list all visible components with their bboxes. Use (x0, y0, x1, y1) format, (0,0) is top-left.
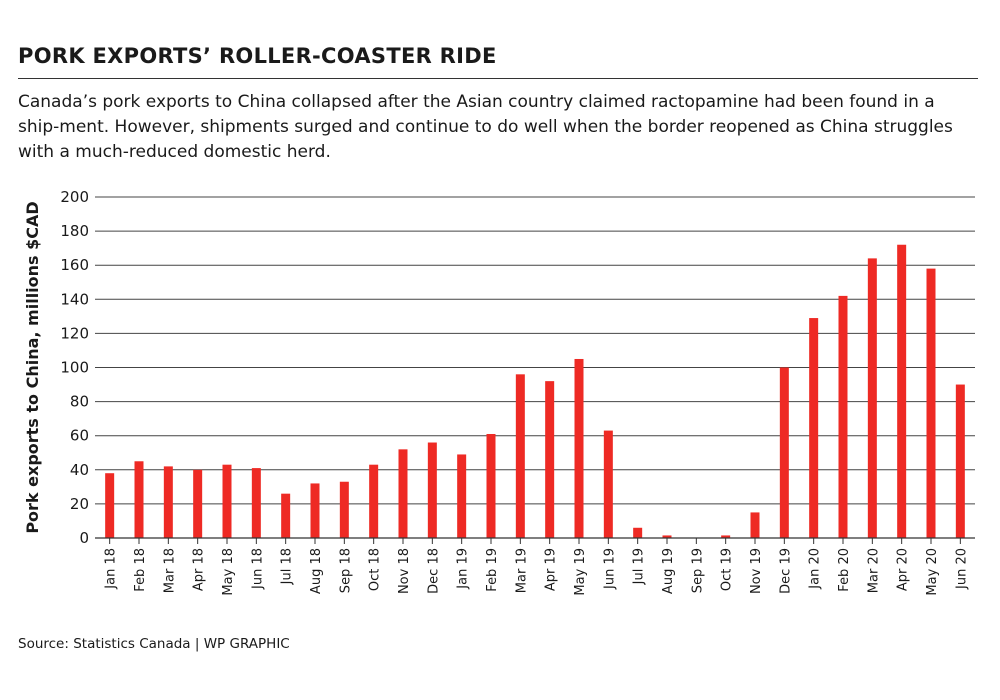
x-tick-label: Apr 18 (192, 548, 207, 591)
y-tick-label: 20 (70, 495, 89, 513)
chart-subtitle: Canada’s pork exports to China collapsed… (18, 92, 953, 162)
x-tick-label: Sep 18 (338, 548, 353, 593)
x-tick-label: Feb 19 (485, 548, 500, 592)
y-tick-label: 120 (60, 324, 89, 342)
chart-title: PORK EXPORTS’ ROLLER-COASTER RIDE (18, 44, 497, 68)
bar (427, 442, 437, 538)
x-tick-label: Jun 19 (602, 548, 617, 590)
title-divider (18, 78, 978, 79)
bar (721, 535, 731, 538)
bar (926, 268, 936, 538)
x-tick-label: Mar 19 (514, 548, 529, 593)
bar (457, 454, 467, 538)
bar (369, 464, 379, 538)
y-tick-label: 100 (60, 359, 89, 377)
x-tick-label: Feb 18 (133, 548, 148, 592)
x-tick-label: Apr 19 (544, 548, 559, 591)
bar (662, 535, 672, 538)
x-tick-label: May 18 (221, 548, 236, 596)
bar (222, 464, 232, 538)
bar (515, 374, 525, 538)
x-tick-label: May 19 (573, 548, 588, 596)
y-axis-label: Pork exports to China, millions $CAD (23, 201, 42, 533)
x-tick-label: Dec 18 (426, 548, 441, 594)
bar (897, 244, 907, 539)
bar (163, 466, 173, 538)
bar (105, 473, 115, 538)
x-axis-ticks: Jan 18 Feb 18 Mar 18 Apr 18 May 18 Jun 18 Jul … (104, 538, 969, 596)
x-tick-label: Sep 19 (690, 548, 705, 593)
bar (486, 433, 496, 538)
bar (633, 527, 643, 538)
x-tick-label: Aug 19 (661, 548, 676, 594)
x-tick-label: Dec 19 (778, 548, 793, 594)
y-tick-label: 160 (60, 256, 89, 274)
x-tick-label: Feb 20 (837, 548, 852, 592)
bars (105, 244, 965, 539)
bar (281, 493, 291, 538)
bar (193, 469, 203, 538)
x-tick-label: Jan 20 (808, 548, 823, 590)
x-tick-label: Aug 18 (309, 548, 324, 594)
bar (398, 449, 408, 538)
y-tick-label: 140 (60, 290, 89, 308)
bar (838, 295, 848, 538)
y-tick-label: 180 (60, 222, 89, 240)
y-tick-label: 60 (70, 427, 89, 445)
bar (750, 512, 760, 538)
x-tick-label: Nov 18 (397, 548, 412, 594)
y-tick-label: 80 (70, 393, 89, 411)
bar (251, 468, 261, 538)
source-credit: Source: Statistics Canada | WP GRAPHIC (18, 636, 290, 652)
x-tick-label: Mar 20 (866, 548, 881, 593)
bar (779, 367, 789, 538)
x-tick-label: Jan 18 (104, 548, 119, 590)
x-tick-label: Jan 19 (456, 548, 471, 590)
y-axis-ticks: 0 20 40 60 80 100 120 140 160 180 200 (60, 188, 89, 547)
x-tick-label: Oct 19 (720, 548, 735, 591)
x-tick-label: Jul 18 (280, 548, 295, 585)
bar (134, 461, 144, 538)
y-tick-label: 200 (60, 188, 89, 206)
x-tick-label: Nov 19 (749, 548, 764, 594)
x-tick-label: Jul 19 (632, 548, 647, 585)
y-tick-label: 40 (70, 461, 89, 479)
gridlines (95, 196, 975, 505)
x-tick-label: Oct 18 (368, 548, 383, 591)
x-tick-label: Jun 18 (250, 548, 265, 590)
bar (603, 430, 613, 538)
bar (339, 481, 349, 538)
y-tick-label: 0 (79, 529, 89, 547)
x-tick-label: Mar 18 (162, 548, 177, 593)
bar (545, 381, 555, 538)
bar (310, 483, 320, 538)
bar (867, 258, 877, 538)
bar (809, 318, 819, 538)
bar (574, 358, 584, 538)
x-tick-label: Apr 20 (896, 548, 911, 591)
x-tick-label: Jun 20 (954, 548, 969, 590)
bar (955, 384, 965, 538)
x-tick-label: May 20 (925, 548, 940, 596)
